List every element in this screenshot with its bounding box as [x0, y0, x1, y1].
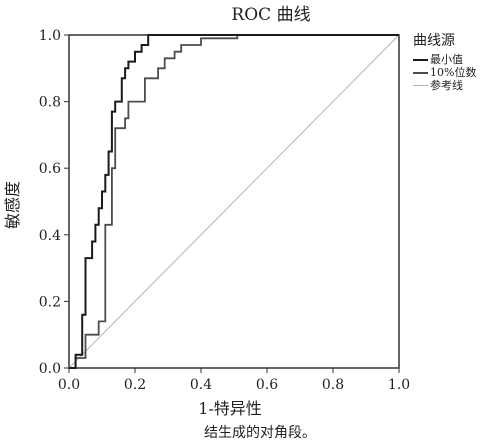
legend-item-min: 最小值 [413, 53, 487, 66]
x-tick-label: 0.4 [190, 377, 212, 393]
legend-label-min: 最小值 [430, 53, 463, 66]
chart-footnote: 结生成的对角段。 [204, 425, 316, 440]
legend-title: 曲线源 [413, 33, 455, 49]
legend: 曲线源 最小值 10%位数 参考线 [413, 30, 487, 92]
legend-swatch-ref [413, 85, 428, 86]
y-tick-label: 0.8 [39, 95, 61, 111]
chart-title: ROC 曲线 [231, 5, 310, 25]
x-axis-label: 1-特异性 [198, 399, 262, 418]
y-tick-label: 1.0 [39, 28, 61, 44]
legend-swatch-min [413, 58, 428, 61]
legend-label-ref: 参考线 [430, 79, 463, 92]
x-tick-label: 0.8 [322, 377, 344, 393]
x-tick-label: 0.0 [58, 377, 80, 393]
y-tick-label: 0.2 [39, 294, 61, 310]
series-line-1 [69, 34, 399, 369]
y-tick-label: 0.6 [39, 161, 61, 177]
legend-item-ref: 参考线 [413, 79, 487, 92]
x-tick-label: 1.0 [388, 377, 410, 393]
legend-swatch-p10 [413, 71, 428, 74]
x-tick-label: 0.2 [124, 377, 146, 393]
legend-item-p10: 10%位数 [413, 66, 487, 79]
y-axis-label: 敏感度 [3, 181, 22, 229]
y-tick-label: 0.0 [39, 361, 61, 377]
y-tick-label: 0.4 [39, 228, 61, 244]
series-line-2 [68, 34, 400, 369]
series-line-0 [69, 34, 399, 369]
x-tick-label: 0.6 [256, 377, 278, 393]
legend-label-p10: 10%位数 [430, 66, 477, 79]
